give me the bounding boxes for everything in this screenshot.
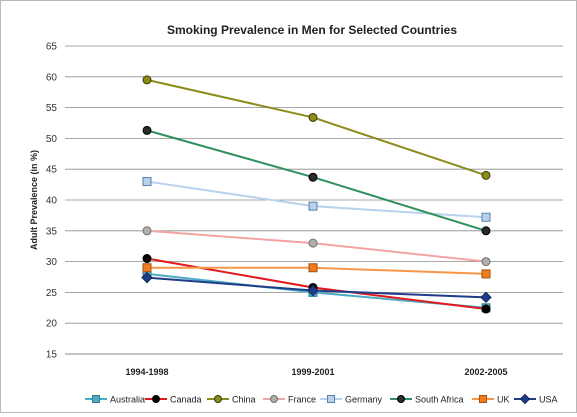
legend-label: UK xyxy=(497,395,510,405)
data-point-uk xyxy=(308,263,318,273)
data-point-canada xyxy=(152,395,160,403)
legend-item-australia: Australia xyxy=(85,395,145,405)
x-tick-label: 1994-1998 xyxy=(125,367,168,377)
y-tick-label: 35 xyxy=(46,226,58,237)
y-tick-label: 20 xyxy=(46,319,58,330)
y-tick-label: 60 xyxy=(46,72,58,83)
series-china xyxy=(142,75,491,180)
legend-label: Canada xyxy=(170,395,202,405)
legend-label: Germany xyxy=(345,395,383,405)
x-tick-label: 1999-2001 xyxy=(291,367,334,377)
data-point-uk xyxy=(142,263,152,273)
data-point-uk xyxy=(481,269,491,279)
data-point-south-africa xyxy=(397,395,405,403)
legend-item-france: France xyxy=(263,395,316,405)
data-point-usa xyxy=(307,284,319,297)
legend-label: USA xyxy=(539,395,558,405)
data-point-germany xyxy=(308,201,318,211)
legend: Australia Canada China France Germany South A… xyxy=(85,393,558,405)
legend-label: Australia xyxy=(110,395,145,405)
data-point-france xyxy=(308,238,318,248)
y-tick-label: 30 xyxy=(46,257,58,268)
chart-title: Smoking Prevalence in Men for Selected C… xyxy=(167,23,457,37)
data-point-china xyxy=(481,170,491,180)
y-tick-label: 25 xyxy=(46,288,58,299)
y-axis-ticks: 15 20 25 30 35 40 45 50 55 60 65 xyxy=(46,42,58,361)
gridlines xyxy=(65,45,563,355)
legend-label: France xyxy=(288,395,316,405)
data-point-germany xyxy=(481,212,491,222)
series-france xyxy=(142,226,491,267)
data-point-usa xyxy=(519,393,531,405)
data-point-germany xyxy=(142,177,152,187)
data-point-france xyxy=(142,226,152,236)
series-usa xyxy=(141,271,492,304)
data-point-uk xyxy=(479,395,487,403)
y-tick-label: 15 xyxy=(46,350,58,361)
data-point-france xyxy=(270,395,278,403)
data-point-france xyxy=(481,257,491,267)
data-point-canada xyxy=(142,254,152,264)
data-point-china xyxy=(142,75,152,85)
x-axis-ticks: 1994-1998 1999-2001 2002-2005 xyxy=(125,367,507,377)
data-point-usa xyxy=(480,291,492,304)
legend-item-canada: Canada xyxy=(145,395,202,405)
series-line-china xyxy=(146,78,487,177)
series-line-germany xyxy=(146,180,487,219)
legend-label: South Africa xyxy=(415,395,464,405)
data-point-south-africa xyxy=(481,226,491,236)
data-point-south-africa xyxy=(142,125,152,135)
legend-item-china: China xyxy=(207,395,256,405)
y-tick-label: 40 xyxy=(46,196,58,207)
y-tick-label: 50 xyxy=(46,134,58,145)
y-tick-label: 45 xyxy=(46,165,58,176)
data-point-china xyxy=(214,395,222,403)
legend-item-germany: Germany xyxy=(320,395,383,405)
series-line-france xyxy=(146,229,487,263)
legend-item-south-africa: South Africa xyxy=(390,395,464,405)
y-tick-label: 65 xyxy=(46,42,58,53)
data-point-germany xyxy=(327,395,335,403)
data-point-canada xyxy=(481,304,491,314)
x-tick-label: 2002-2005 xyxy=(464,367,507,377)
series-south-africa xyxy=(142,125,491,236)
data-point-australia xyxy=(92,395,100,403)
series-germany xyxy=(142,177,491,222)
y-axis-label: Adult Prevalence (in %) xyxy=(29,150,39,250)
data-point-china xyxy=(308,112,318,122)
legend-item-uk: UK xyxy=(472,395,510,405)
legend-item-usa: USA xyxy=(514,393,558,405)
series-uk xyxy=(142,263,491,279)
series-layer xyxy=(141,75,492,314)
legend-label: China xyxy=(232,395,256,405)
series-line-south-africa xyxy=(146,129,487,232)
data-point-usa xyxy=(141,271,153,284)
data-point-south-africa xyxy=(308,172,318,182)
y-tick-label: 55 xyxy=(46,103,58,114)
